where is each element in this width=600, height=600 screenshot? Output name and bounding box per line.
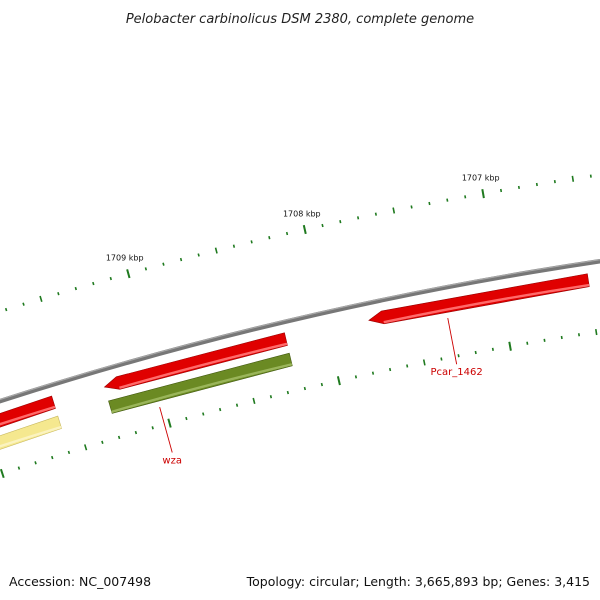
inner-tick-mark: [167, 418, 172, 428]
inner-tick-mark: [491, 347, 494, 351]
gene-Pcar_1462: [368, 273, 590, 325]
outer-tick-mark: [268, 236, 271, 240]
gene-label-leader: [159, 407, 173, 453]
inner-tick-mark: [202, 412, 205, 416]
scale-labels: 1703 kbp1704 kbp1705 kbp1706 kbp1707 kbp…: [106, 173, 500, 263]
inner-tick-mark: [34, 461, 37, 465]
inner-tick-mark: [388, 367, 392, 372]
outer-tick-mark: [57, 292, 60, 296]
gene-Pcar_1464: [0, 415, 62, 450]
inner-tick-mark: [422, 359, 426, 366]
outer-tick-mark: [571, 175, 575, 182]
gene-body: [103, 332, 288, 390]
inner-tick-mark: [371, 371, 375, 375]
outer-tick-mark: [197, 253, 200, 257]
outer-tick-mark: [410, 205, 413, 209]
outer-tick-mark: [232, 244, 236, 248]
outer-tick-mark: [214, 247, 218, 254]
outer-tick-mark: [39, 295, 43, 303]
inner-tick-mark: [0, 468, 5, 479]
gene-highlight: [111, 363, 293, 414]
outer-tick-mark: [339, 220, 342, 224]
inner-tick-mark: [303, 386, 306, 391]
outer-tick-mark: [4, 307, 8, 312]
gene-highlight: [0, 425, 62, 448]
gene-highlight: [383, 283, 590, 324]
outer-tick-mark: [162, 262, 165, 266]
inner-tick-mark: [543, 338, 546, 342]
outer-tick-mark: [428, 201, 431, 206]
gene-g11: [0, 395, 56, 428]
outer-tick-mark: [285, 231, 289, 236]
gene-labels: bioDbioAPcar_1461Pcar_1462wzaPcar_1464: [159, 318, 483, 467]
outer-tick-mark: [499, 188, 503, 193]
inner-tick-mark: [594, 328, 598, 336]
backbone-highlight: [0, 259, 600, 401]
scale-label: 1709 kbp: [106, 254, 144, 263]
gene-g9: [103, 332, 288, 390]
accession-text: Accession: NC_007498: [9, 574, 151, 589]
outer-tick-mark: [144, 267, 148, 271]
inner-tick-mark: [457, 354, 460, 358]
inner-tick-mark: [336, 376, 341, 386]
outer-tick-mark: [481, 189, 485, 199]
inner-tick-mark: [320, 382, 323, 387]
map-title: Pelobacter carbinolicus DSM 2380, comple…: [126, 12, 474, 27]
inner-tick-mark: [354, 375, 358, 379]
outer-tick-mark: [250, 240, 253, 244]
outer-tick-mark: [109, 276, 112, 281]
gene-label-wza: wza: [162, 456, 182, 467]
inner-tick-mark: [151, 426, 154, 430]
topology-text: Topology: circular; Length: 3,665,893 bp…: [246, 574, 590, 589]
inner-tick-mark: [235, 403, 239, 407]
inner-tick-mark: [84, 444, 88, 451]
scale-label: 1707 kbp: [462, 173, 500, 182]
inner-scale: [0, 328, 598, 479]
inner-tick-mark: [67, 450, 71, 455]
inner-tick-mark: [286, 390, 290, 395]
genome-backbone: [0, 259, 600, 404]
outer-tick-mark: [374, 212, 377, 216]
inner-tick-mark: [252, 397, 256, 405]
gene-track: [0, 273, 590, 450]
inner-tick-mark: [269, 395, 273, 399]
outer-tick-mark: [392, 207, 396, 214]
inner-tick-mark: [134, 430, 138, 435]
inner-tick-mark: [101, 440, 104, 444]
gene-body: [108, 352, 293, 414]
inner-tick-mark: [17, 466, 21, 470]
gene-highlight: [119, 342, 288, 389]
inner-tick-mark: [406, 364, 409, 368]
outer-tick-mark: [126, 269, 131, 279]
inner-tick-mark: [185, 416, 188, 421]
map-plot-area: bioDbioAPcar_1461Pcar_1462wzaPcar_1464: [0, 174, 600, 479]
inner-tick-mark: [440, 357, 443, 361]
outer-scale: [4, 174, 592, 312]
inner-tick-mark: [526, 341, 529, 345]
outer-tick-mark: [22, 302, 25, 306]
outer-tick-mark: [446, 198, 449, 202]
gene-highlight: [0, 405, 56, 426]
outer-tick-mark: [464, 195, 467, 199]
outer-tick-mark: [356, 216, 360, 220]
outer-tick-mark: [321, 223, 324, 228]
outer-tick-mark: [74, 286, 78, 291]
backbone-line: [0, 259, 600, 404]
inner-tick-mark: [508, 341, 512, 351]
outer-tick-mark: [179, 257, 183, 262]
gene-label-Pcar_1462: Pcar_1462: [430, 367, 482, 378]
inner-tick-mark: [218, 407, 222, 412]
gene-wza: [108, 352, 293, 414]
outer-tick-mark: [302, 224, 307, 235]
outer-tick-mark: [92, 281, 95, 286]
inner-tick-mark: [474, 350, 477, 355]
inner-tick-mark: [51, 455, 54, 460]
gene-label-leader: [447, 318, 458, 365]
scale-label: 1708 kbp: [283, 209, 321, 218]
inner-tick-mark: [117, 435, 121, 440]
